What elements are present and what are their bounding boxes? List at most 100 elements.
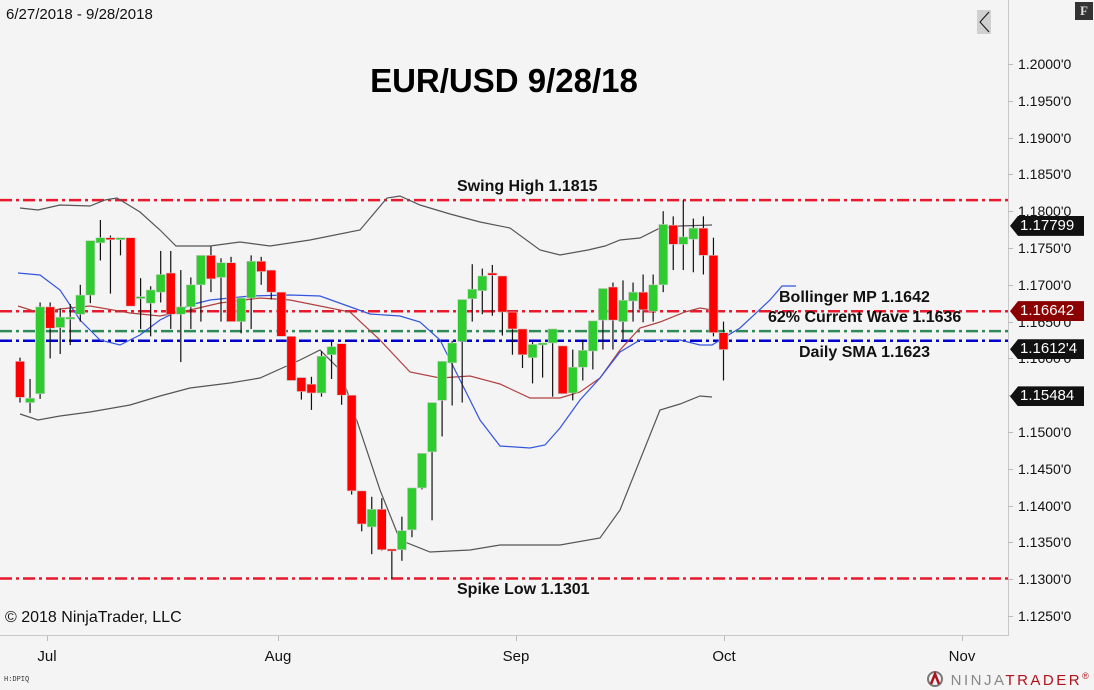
price-label: 1.1400'0: [1018, 497, 1072, 514]
price-flag: 1.16642: [1010, 301, 1084, 322]
collapse-panel-button[interactable]: [977, 10, 991, 34]
bear-candle: [306, 383, 317, 394]
bull-candle: [316, 355, 327, 394]
bull-candle: [85, 240, 96, 296]
bear-candle: [638, 291, 648, 311]
bear-candle: [45, 306, 55, 329]
price-label: 1.1700'0: [1018, 276, 1072, 293]
ninjatrader-logo-icon: [927, 670, 943, 687]
chevron-left-icon: [979, 11, 990, 33]
bull-candle: [246, 260, 256, 299]
bull-candle: [196, 255, 206, 286]
price-tick: [1008, 579, 1013, 581]
bear-candle: [608, 286, 618, 321]
bollinger-upper-line: [19, 195, 713, 256]
bear-candle: [296, 377, 307, 392]
bull-candle: [155, 274, 166, 293]
bull-candle: [447, 342, 457, 364]
price-label: 1.1500'0: [1018, 424, 1072, 440]
bull-candle: [688, 227, 699, 240]
bull-candle: [216, 262, 226, 278]
bull-candle: [618, 299, 628, 322]
bull-candle: [567, 366, 578, 394]
bull-candle: [176, 306, 186, 315]
bull-candle: [577, 350, 588, 368]
price-tick: [1008, 248, 1013, 249]
price-tick: [1008, 505, 1013, 507]
bear-candle: [698, 227, 709, 256]
bear-candle: [708, 255, 719, 333]
bear-candle: [125, 237, 136, 307]
bull-candle: [457, 299, 468, 342]
bull-candle: [95, 237, 106, 244]
price-label: 1.1350'0: [1018, 534, 1072, 551]
bull-candle: [467, 288, 478, 300]
price-tick: [1008, 542, 1013, 544]
bull-candle: [547, 328, 558, 344]
bull-candle: [65, 316, 76, 320]
bear-candle: [487, 272, 498, 276]
logo-ninja: NINJA: [950, 672, 1006, 689]
daily-sma-label: Daily SMA 1.1623: [799, 343, 931, 361]
bull-candle: [75, 294, 86, 315]
month-label: Nov: [948, 648, 976, 665]
month-label: Aug: [264, 648, 292, 665]
bear-candle: [356, 490, 367, 525]
month-label: Sep: [502, 648, 530, 665]
price-tick: [1008, 137, 1013, 139]
month-tick: [962, 636, 963, 641]
bull-candle: [397, 530, 407, 551]
price-label: 1.1950'0: [1018, 92, 1072, 109]
bull-candle: [477, 275, 488, 291]
bull-candle: [326, 346, 337, 356]
bull-candle: [366, 508, 377, 528]
logo-trader: TRADER: [1005, 672, 1083, 689]
price-tick: [1008, 358, 1013, 360]
price-chart[interactable]: [0, 0, 1008, 636]
bear-candle: [718, 332, 729, 350]
price-label: 1.1750'0: [1018, 240, 1072, 256]
bollinger-lower-line: [19, 349, 713, 553]
bull-candle: [658, 224, 669, 286]
bear-candle: [226, 262, 236, 322]
bull-candle: [537, 342, 548, 346]
price-label: 1.1250'0: [1018, 608, 1072, 624]
bull-candle: [437, 361, 447, 401]
fib-62-label: 62% Current Wave 1.1636: [768, 309, 962, 327]
bear-candle: [286, 336, 297, 381]
bear-candle: [557, 345, 568, 395]
bull-candle: [417, 453, 427, 489]
bull-candle: [598, 288, 608, 321]
bull-candle: [25, 397, 35, 403]
bear-candle: [668, 224, 679, 245]
price-label: 1.1450'0: [1018, 460, 1072, 477]
bear-candle: [376, 508, 387, 551]
price-tick: [1008, 174, 1013, 176]
month-tick: [516, 636, 517, 641]
bear-candle: [276, 291, 287, 337]
logo-mark: ®: [1082, 671, 1092, 681]
bull-candle: [628, 291, 638, 302]
bull-candle: [135, 296, 146, 299]
month-tick: [47, 636, 48, 641]
price-tick: [1008, 284, 1013, 286]
price-label: 1.2000'0: [1018, 56, 1072, 72]
bear-candle: [346, 394, 357, 492]
bear-candle: [256, 260, 267, 272]
price-tick: [1008, 468, 1013, 470]
f-button[interactable]: F: [1075, 2, 1093, 20]
bull-candle: [145, 289, 156, 304]
price-flag: 1.17799: [1010, 215, 1084, 236]
candles: [15, 200, 729, 579]
spike-low-label: Spike Low 1.1301: [457, 581, 590, 599]
bear-candle: [497, 275, 508, 313]
price-flag: 1.1612'4: [1010, 339, 1084, 360]
tiny-text: H:DPIQ: [4, 676, 30, 684]
copyright: © 2018 NinjaTrader, LLC: [5, 609, 182, 626]
price-label: 1.1900'0: [1018, 129, 1072, 146]
chart-title: EUR/USD 9/28/18: [370, 62, 638, 99]
bull-candle: [35, 306, 45, 395]
bull-candle: [678, 236, 689, 245]
price-tick: [1008, 432, 1013, 433]
bull-candle: [55, 316, 66, 328]
